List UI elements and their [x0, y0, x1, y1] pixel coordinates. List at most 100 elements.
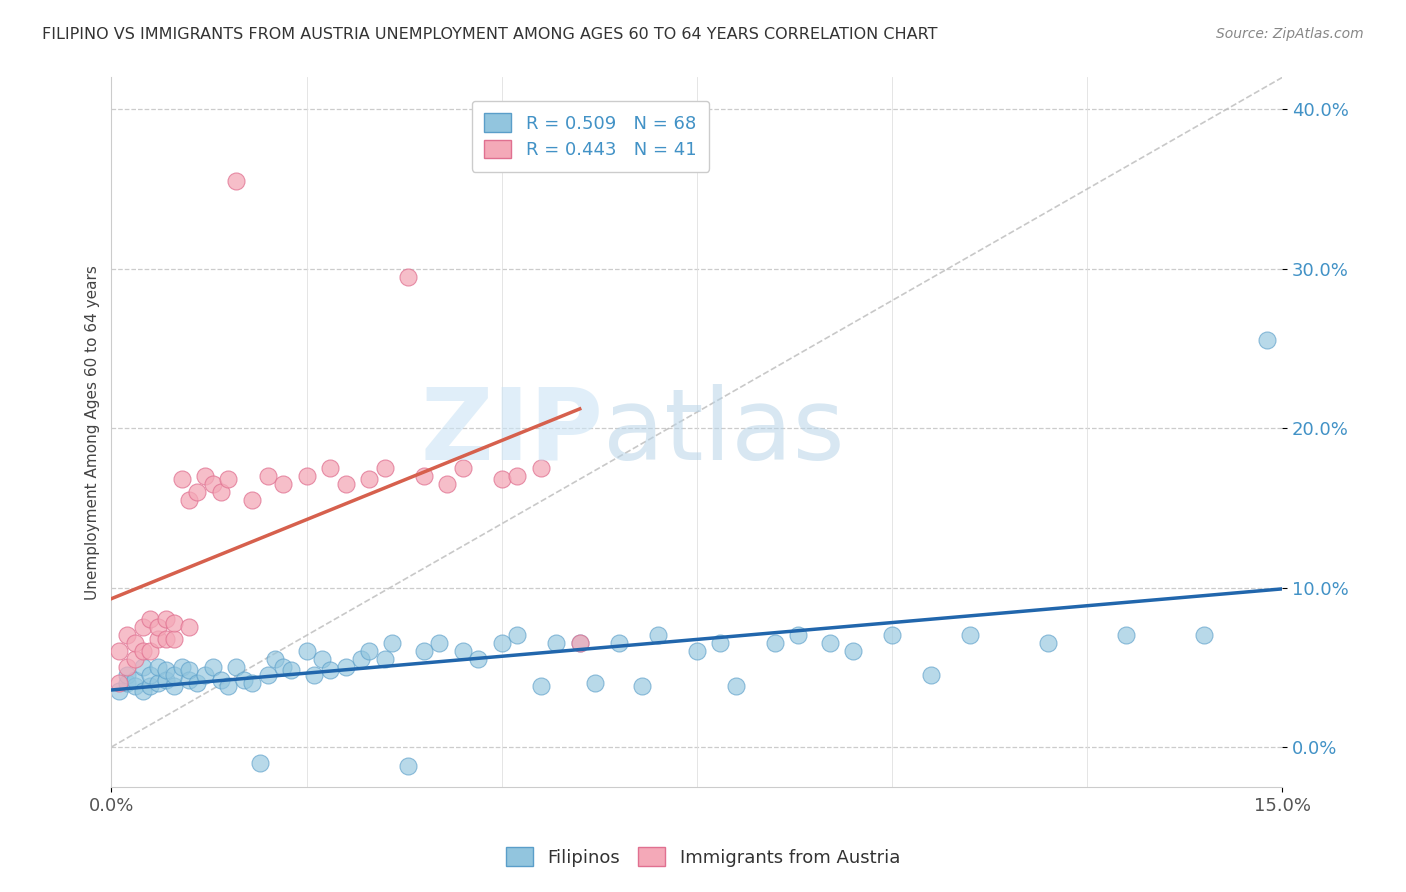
Point	[335, 660, 357, 674]
Point	[108, 644, 131, 658]
Point	[115, 660, 138, 674]
Point	[163, 615, 186, 630]
Point	[233, 673, 256, 687]
Point	[412, 469, 434, 483]
Point	[880, 628, 903, 642]
Point	[311, 652, 333, 666]
Legend: R = 0.509   N = 68, R = 0.443   N = 41: R = 0.509 N = 68, R = 0.443 N = 41	[471, 101, 709, 172]
Point	[163, 680, 186, 694]
Text: ZIP: ZIP	[420, 384, 603, 481]
Point	[350, 652, 373, 666]
Point	[568, 636, 591, 650]
Point	[295, 469, 318, 483]
Point	[225, 174, 247, 188]
Point	[115, 628, 138, 642]
Point	[179, 664, 201, 678]
Point	[148, 676, 170, 690]
Point	[271, 477, 294, 491]
Point	[170, 660, 193, 674]
Point	[186, 676, 208, 690]
Point	[139, 612, 162, 626]
Point	[131, 620, 153, 634]
Point	[295, 644, 318, 658]
Point	[249, 756, 271, 770]
Point	[194, 469, 217, 483]
Point	[304, 668, 326, 682]
Point	[179, 673, 201, 687]
Point	[131, 684, 153, 698]
Point	[607, 636, 630, 650]
Point	[186, 484, 208, 499]
Point	[530, 680, 553, 694]
Point	[124, 652, 146, 666]
Point	[139, 668, 162, 682]
Text: FILIPINO VS IMMIGRANTS FROM AUSTRIA UNEMPLOYMENT AMONG AGES 60 TO 64 YEARS CORRE: FILIPINO VS IMMIGRANTS FROM AUSTRIA UNEM…	[42, 27, 938, 42]
Point	[155, 673, 177, 687]
Point	[201, 660, 224, 674]
Point	[374, 461, 396, 475]
Point	[163, 668, 186, 682]
Point	[396, 759, 419, 773]
Point	[568, 636, 591, 650]
Point	[335, 477, 357, 491]
Point	[240, 676, 263, 690]
Point	[319, 664, 342, 678]
Point	[451, 644, 474, 658]
Point	[763, 636, 786, 650]
Point	[148, 620, 170, 634]
Point	[256, 469, 278, 483]
Point	[280, 664, 302, 678]
Point	[139, 680, 162, 694]
Point	[108, 676, 131, 690]
Point	[530, 461, 553, 475]
Point	[1256, 334, 1278, 348]
Point	[546, 636, 568, 650]
Point	[124, 636, 146, 650]
Point	[631, 680, 654, 694]
Point	[319, 461, 342, 475]
Point	[491, 636, 513, 650]
Point	[506, 628, 529, 642]
Point	[686, 644, 709, 658]
Point	[412, 644, 434, 658]
Point	[357, 472, 380, 486]
Point	[201, 477, 224, 491]
Point	[467, 652, 489, 666]
Point	[209, 673, 232, 687]
Point	[139, 644, 162, 658]
Point	[179, 492, 201, 507]
Text: Source: ZipAtlas.com: Source: ZipAtlas.com	[1216, 27, 1364, 41]
Legend: Filipinos, Immigrants from Austria: Filipinos, Immigrants from Austria	[499, 840, 907, 874]
Point	[170, 472, 193, 486]
Point	[131, 644, 153, 658]
Point	[194, 668, 217, 682]
Point	[724, 680, 747, 694]
Point	[709, 636, 731, 650]
Point	[506, 469, 529, 483]
Point	[163, 632, 186, 646]
Point	[842, 644, 865, 658]
Point	[240, 492, 263, 507]
Point	[1115, 628, 1137, 642]
Point	[108, 684, 131, 698]
Point	[427, 636, 450, 650]
Point	[256, 668, 278, 682]
Point	[218, 680, 240, 694]
Text: atlas: atlas	[603, 384, 845, 481]
Point	[959, 628, 981, 642]
Point	[920, 668, 942, 682]
Point	[451, 461, 474, 475]
Point	[271, 660, 294, 674]
Point	[436, 477, 458, 491]
Point	[179, 620, 201, 634]
Point	[396, 269, 419, 284]
Point	[115, 668, 138, 682]
Point	[225, 660, 247, 674]
Point	[264, 652, 287, 666]
Point	[818, 636, 841, 650]
Point	[155, 664, 177, 678]
Point	[357, 644, 380, 658]
Point	[1036, 636, 1059, 650]
Point	[148, 660, 170, 674]
Point	[155, 632, 177, 646]
